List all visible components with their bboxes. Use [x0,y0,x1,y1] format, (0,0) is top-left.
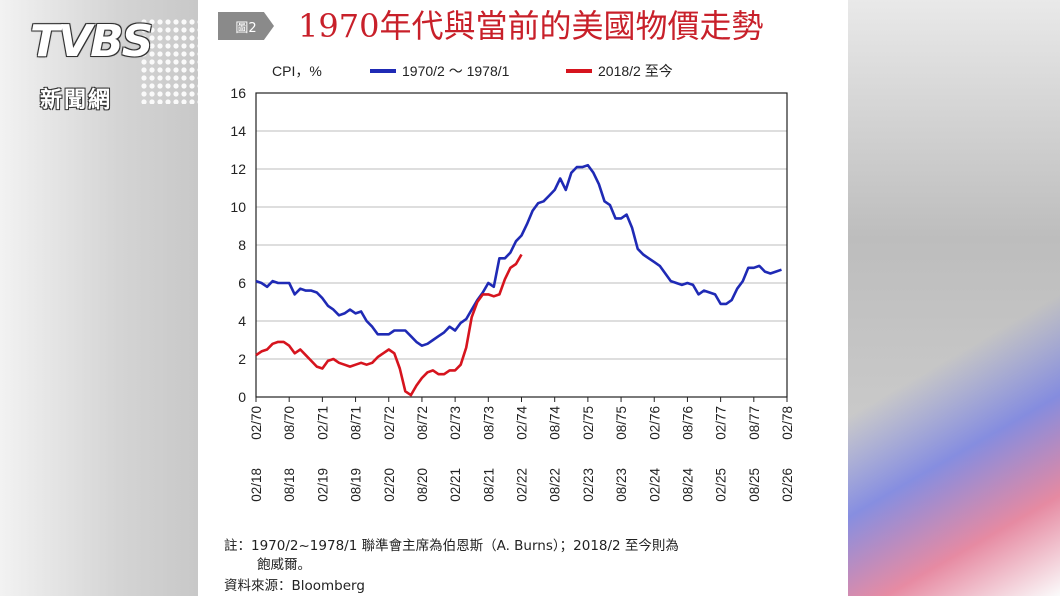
x-tick-label-1970s: 02/74 [515,406,530,440]
x-tick-label-1970s: 02/77 [714,406,729,440]
x-tick-label-1970s: 02/75 [581,406,596,440]
y-tick-label: 4 [238,313,246,329]
series-line-2018 [255,253,523,397]
x-tick-label-2018: 08/18 [282,468,297,502]
tick-labels: 0 2 4 6 8 10 12 14 16 02/70 02/18 08/70 08/18 02/71 02… [230,85,795,502]
logo-subtitle: 新聞網 [40,88,113,113]
x-tick-label-2018: 02/19 [315,468,330,502]
background-right [848,0,1060,596]
x-tick-label-1970s: 08/73 [481,406,496,440]
x-tick-label-1970s: 08/77 [747,406,762,440]
grid-lines [256,92,787,398]
legend: CPI，% 1970/2 ～ 1978/1 2018/2 至今 [272,63,673,79]
x-tick-label-2018: 08/20 [415,468,430,502]
x-tick-label-1970s: 08/75 [614,406,629,440]
axes [255,92,788,402]
y-tick-label: 0 [238,389,246,405]
x-tick-label-1970s: 08/76 [680,406,695,440]
logo-dots-pattern [140,18,206,104]
x-tick-label-2018: 02/26 [780,468,795,502]
x-tick-label-1970s: 08/72 [415,406,430,440]
chart-title: 1970年代與當前的美國物價走勢 [298,7,764,45]
x-tick-label-2018: 08/21 [481,468,496,502]
x-tick-label-2018: 08/23 [614,468,629,502]
x-tick-label-2018: 02/22 [515,468,530,502]
y-tick-label: 14 [230,123,246,139]
x-tick-label-2018: 02/21 [448,468,463,502]
y-tick-label: 8 [238,237,246,253]
series-lines [255,163,782,397]
legend-label-1970s: 1970/2 ～ 1978/1 [402,63,510,79]
y-tick-label: 10 [230,199,246,215]
x-tick-label-1970s: 02/78 [780,406,795,440]
figure-panel: 圖2 1970年代與當前的美國物價走勢 [198,0,848,596]
x-tick-label-1970s: 02/70 [249,406,264,440]
x-tick-label-2018: 02/23 [581,468,596,502]
x-tick-label-1970s: 02/76 [647,406,662,440]
y-tick-label: 16 [230,85,246,101]
note-line-2: 飽威爾。 [257,557,311,573]
x-tick-label-2018: 08/22 [548,468,563,502]
x-tick-label-2018: 02/24 [647,468,662,502]
x-tick-label-1970s: 08/74 [548,406,563,440]
x-tick-label-1970s: 08/70 [282,406,297,440]
x-tick-label-1970s: 08/71 [349,406,364,440]
x-tick-label-2018: 02/18 [249,468,264,502]
x-tick-label-2018: 02/25 [714,468,729,502]
x-tick-label-2018: 08/19 [349,468,364,502]
x-tick-label-2018: 08/25 [747,468,762,502]
x-tick-label-1970s: 02/73 [448,406,463,440]
x-tick-label-2018: 02/20 [382,468,397,502]
y-tick-label: 6 [238,275,246,291]
legend-label-2018: 2018/2 至今 [598,63,673,79]
x-tick-label-1970s: 02/71 [315,406,330,440]
y-axis-label: CPI，% [272,63,322,79]
x-tick-label-1970s: 02/72 [382,406,397,440]
logo-text: TVBS [30,16,153,67]
source-note: 資料來源：Bloomberg [224,578,365,594]
figure-tag: 圖2 [218,12,274,40]
note-line-1: 註：1970/2~1978/1 聯準會主席為伯恩斯（A. Burns）；2018… [224,538,679,554]
y-tick-label: 2 [238,351,246,367]
series-line-1970s [255,163,782,348]
y-tick-label: 12 [230,161,246,177]
tvbs-logo: TVBS 新聞網 [30,16,210,116]
x-tick-label-2018: 08/24 [680,468,695,502]
